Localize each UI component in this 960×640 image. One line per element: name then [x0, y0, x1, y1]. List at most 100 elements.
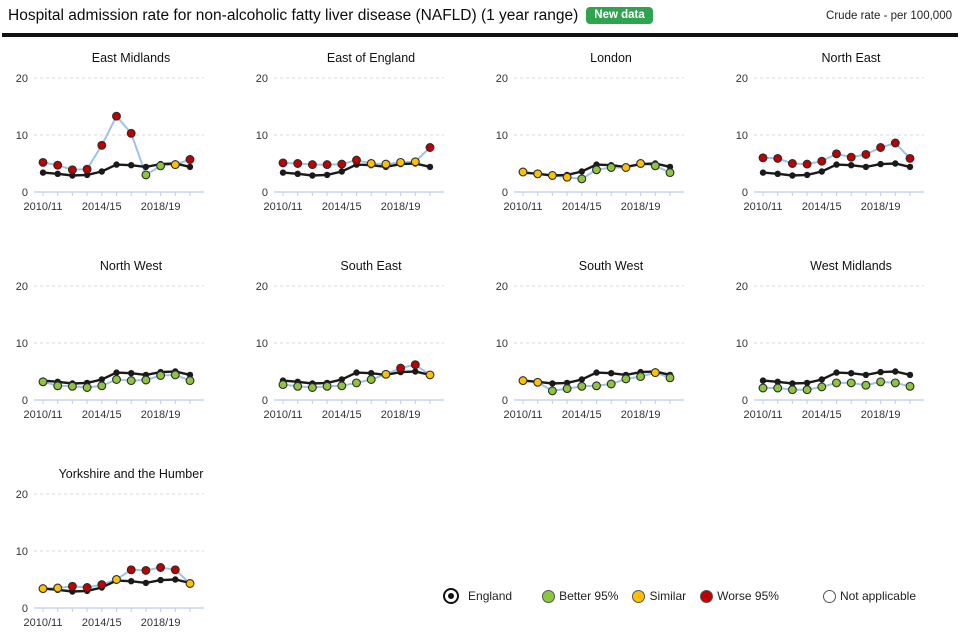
- region-data-point[interactable]: [82, 383, 92, 392]
- england-data-point[interactable]: [759, 377, 767, 384]
- region-data-point[interactable]: [832, 378, 841, 388]
- region-data-point[interactable]: [905, 381, 915, 391]
- region-data-point[interactable]: [112, 375, 121, 384]
- england-data-point[interactable]: [818, 168, 825, 175]
- region-data-point[interactable]: [112, 111, 121, 121]
- region-data-point[interactable]: [97, 381, 107, 391]
- england-data-point[interactable]: [608, 370, 615, 377]
- region-data-point[interactable]: [890, 378, 900, 388]
- england-data-point[interactable]: [353, 369, 360, 376]
- region-data-point[interactable]: [518, 376, 528, 386]
- region-data-point[interactable]: [53, 160, 63, 170]
- region-data-point[interactable]: [636, 159, 646, 168]
- region-data-point[interactable]: [606, 379, 616, 389]
- region-data-point[interactable]: [861, 149, 871, 159]
- region-data-point[interactable]: [665, 168, 675, 178]
- region-data-point[interactable]: [185, 155, 195, 164]
- region-data-point[interactable]: [533, 169, 543, 179]
- region-data-point[interactable]: [533, 377, 543, 387]
- region-data-point[interactable]: [126, 128, 136, 138]
- england-data-point[interactable]: [789, 172, 796, 179]
- region-data-point[interactable]: [38, 377, 48, 387]
- england-data-point[interactable]: [789, 380, 796, 387]
- region-data-point[interactable]: [562, 384, 572, 394]
- england-data-point[interactable]: [848, 370, 855, 377]
- region-data-point[interactable]: [592, 165, 601, 175]
- region-data-point[interactable]: [381, 159, 391, 169]
- england-data-point[interactable]: [142, 163, 150, 171]
- region-data-point[interactable]: [381, 369, 391, 379]
- region-data-point[interactable]: [38, 584, 48, 594]
- england-data-point[interactable]: [906, 371, 914, 379]
- region-data-point[interactable]: [758, 383, 768, 393]
- england-data-point[interactable]: [186, 163, 194, 171]
- region-data-point[interactable]: [141, 565, 151, 575]
- region-data-point[interactable]: [606, 163, 616, 172]
- region-data-point[interactable]: [876, 143, 886, 152]
- england-data-point[interactable]: [128, 370, 135, 377]
- region-data-point[interactable]: [53, 583, 63, 593]
- region-data-point[interactable]: [562, 172, 572, 182]
- region-data-point[interactable]: [577, 381, 587, 391]
- region-data-point[interactable]: [170, 565, 180, 575]
- region-data-point[interactable]: [337, 159, 347, 169]
- region-data-point[interactable]: [337, 381, 347, 391]
- england-data-point[interactable]: [113, 161, 120, 168]
- england-data-point[interactable]: [426, 163, 434, 171]
- england-data-point[interactable]: [309, 172, 316, 179]
- region-data-point[interactable]: [890, 138, 900, 148]
- region-data-point[interactable]: [170, 160, 180, 170]
- region-data-point[interactable]: [141, 375, 151, 385]
- region-data-point[interactable]: [53, 381, 63, 391]
- region-data-point[interactable]: [636, 372, 646, 382]
- region-data-point[interactable]: [278, 380, 288, 390]
- england-data-point[interactable]: [294, 170, 301, 177]
- region-data-point[interactable]: [352, 155, 361, 165]
- region-data-point[interactable]: [293, 381, 303, 391]
- england-data-point[interactable]: [323, 171, 331, 179]
- region-data-point[interactable]: [322, 160, 332, 170]
- region-data-point[interactable]: [396, 363, 406, 373]
- region-data-point[interactable]: [366, 375, 376, 384]
- region-data-point[interactable]: [905, 153, 915, 163]
- region-data-point[interactable]: [665, 373, 675, 383]
- region-data-point[interactable]: [307, 383, 317, 392]
- england-data-point[interactable]: [774, 378, 781, 385]
- region-data-point[interactable]: [112, 575, 121, 584]
- england-data-point[interactable]: [803, 379, 811, 387]
- england-data-point[interactable]: [593, 369, 600, 376]
- region-data-point[interactable]: [861, 380, 871, 390]
- england-data-point[interactable]: [338, 376, 345, 383]
- england-data-point[interactable]: [877, 160, 884, 168]
- region-data-point[interactable]: [425, 370, 435, 380]
- region-data-point[interactable]: [773, 383, 783, 393]
- england-data-point[interactable]: [818, 376, 825, 383]
- region-data-point[interactable]: [185, 376, 195, 386]
- region-data-point[interactable]: [185, 579, 195, 588]
- england-data-point[interactable]: [803, 171, 811, 179]
- region-data-point[interactable]: [97, 140, 107, 150]
- region-data-point[interactable]: [621, 374, 631, 384]
- england-data-point[interactable]: [39, 169, 47, 176]
- england-data-point[interactable]: [892, 368, 899, 375]
- region-data-point[interactable]: [67, 581, 77, 591]
- region-data-point[interactable]: [126, 376, 136, 386]
- region-data-point[interactable]: [787, 385, 797, 395]
- england-data-point[interactable]: [877, 368, 884, 376]
- england-data-point[interactable]: [862, 371, 870, 379]
- region-data-point[interactable]: [410, 360, 420, 370]
- region-data-point[interactable]: [322, 381, 332, 391]
- region-data-point[interactable]: [156, 161, 166, 171]
- england-data-point[interactable]: [833, 369, 840, 376]
- region-data-point[interactable]: [156, 371, 166, 380]
- england-data-point[interactable]: [578, 168, 585, 175]
- region-data-point[interactable]: [67, 165, 77, 175]
- england-data-point[interactable]: [128, 162, 135, 169]
- region-data-point[interactable]: [396, 157, 406, 167]
- region-data-point[interactable]: [82, 164, 92, 174]
- region-data-point[interactable]: [170, 370, 180, 380]
- england-data-point[interactable]: [98, 168, 106, 175]
- region-data-point[interactable]: [650, 368, 660, 378]
- england-data-point[interactable]: [862, 163, 870, 171]
- region-data-point[interactable]: [547, 171, 557, 180]
